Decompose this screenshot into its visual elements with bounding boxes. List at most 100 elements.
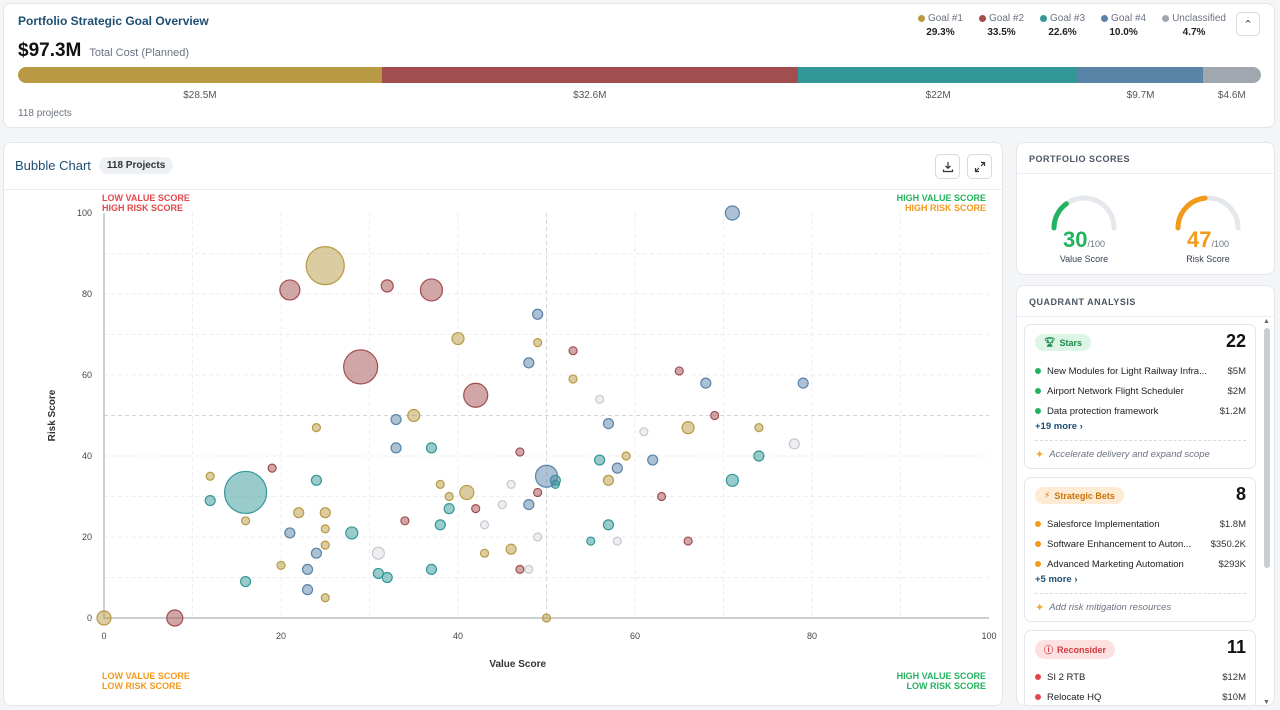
bubble-point[interactable]: [434, 519, 446, 531]
bubble-point[interactable]: [532, 308, 544, 320]
bubble-point[interactable]: [656, 491, 667, 502]
expand-button[interactable]: [967, 154, 992, 179]
bubble-point[interactable]: [593, 454, 606, 466]
bubble-point[interactable]: [710, 410, 720, 421]
goal-bar-segment-3[interactable]: [1078, 67, 1203, 83]
bubble-point[interactable]: [96, 610, 112, 626]
legend-goal-4[interactable]: Unclassified 4.7%: [1162, 13, 1226, 38]
bubble-point[interactable]: [594, 394, 605, 404]
bubble-point[interactable]: [345, 526, 359, 540]
bubble-point[interactable]: [725, 473, 739, 487]
bubble-point[interactable]: [479, 548, 490, 558]
bubble-point[interactable]: [479, 520, 490, 530]
bubble-point[interactable]: [674, 366, 684, 376]
bubble-point[interactable]: [443, 503, 455, 515]
bubble-point[interactable]: [451, 331, 465, 346]
bubble-point[interactable]: [419, 278, 444, 302]
bubble-point[interactable]: [381, 571, 393, 584]
list-item[interactable]: Software Enhancement to Auton... $350.2K: [1035, 534, 1246, 554]
bubble-point[interactable]: [205, 471, 215, 481]
bubble-point[interactable]: [515, 447, 525, 457]
bubble-point[interactable]: [471, 504, 481, 514]
bubble-point[interactable]: [639, 427, 649, 437]
bubble-point[interactable]: [497, 500, 507, 510]
bubble-point[interactable]: [390, 413, 402, 426]
bubble-point[interactable]: [240, 575, 252, 588]
bubble-point[interactable]: [505, 543, 517, 555]
bubble-point[interactable]: [683, 536, 693, 546]
stars-more-link[interactable]: +19 more ›: [1035, 421, 1083, 432]
bubble-point[interactable]: [293, 507, 305, 519]
legend-goal-0[interactable]: Goal #1 29.3%: [917, 13, 963, 38]
bubble-point[interactable]: [311, 423, 321, 433]
bubble-point[interactable]: [320, 524, 330, 534]
bubble-point[interactable]: [224, 470, 268, 515]
scrollbar-thumb[interactable]: [1264, 328, 1270, 568]
bubble-point[interactable]: [523, 499, 535, 511]
bubble-point[interactable]: [788, 438, 800, 450]
bubble-point[interactable]: [586, 536, 596, 546]
bubble-point[interactable]: [506, 479, 516, 489]
bubble-point[interactable]: [541, 613, 552, 623]
bubble-point[interactable]: [797, 377, 809, 389]
bubble-point[interactable]: [463, 382, 489, 408]
bubble-point[interactable]: [534, 464, 559, 488]
list-item[interactable]: Advanced Marketing Automation $293K: [1035, 554, 1246, 574]
bubble-point[interactable]: [284, 527, 296, 539]
bubble-point[interactable]: [568, 374, 578, 384]
bubble-point[interactable]: [320, 540, 330, 550]
bubble-point[interactable]: [204, 494, 216, 507]
bubble-point[interactable]: [523, 357, 535, 369]
bubble-point[interactable]: [166, 609, 184, 627]
goal-bar-segment-2[interactable]: [797, 67, 1079, 83]
bubble-point[interactable]: [241, 516, 251, 526]
collapse-button[interactable]: ⌃: [1236, 12, 1260, 36]
list-item[interactable]: Data protection framework $1.2M: [1035, 401, 1246, 421]
bubble-point[interactable]: [400, 516, 410, 526]
bubble-point[interactable]: [343, 349, 379, 385]
bubble-point[interactable]: [753, 450, 765, 462]
bubble-point[interactable]: [700, 377, 712, 389]
legend-goal-1[interactable]: Goal #2 33.5%: [978, 13, 1024, 38]
goal-bar-segment-0[interactable]: [18, 67, 382, 83]
goal-bar-segment-4[interactable]: [1202, 67, 1261, 83]
bubble-point[interactable]: [533, 532, 543, 542]
list-item[interactable]: Relocate HQ $10M: [1035, 687, 1246, 705]
bubble-point[interactable]: [371, 546, 385, 560]
quadrant-stars[interactable]: 🏆︎ Stars 22 New Modules for Light Railway…: [1024, 324, 1256, 469]
bubble-point[interactable]: [390, 442, 402, 454]
bets-more-link[interactable]: +5 more ›: [1035, 574, 1078, 585]
bubble-point[interactable]: [754, 423, 764, 433]
list-item[interactable]: New Modules for Light Railway Infra... $5…: [1035, 361, 1246, 381]
bubble-point[interactable]: [568, 346, 578, 356]
bubble-point[interactable]: [621, 451, 631, 461]
legend-goal-3[interactable]: Goal #4 10.0%: [1101, 13, 1146, 38]
list-item[interactable]: Airport Network Flight Scheduler $2M: [1035, 381, 1246, 401]
bubble-point[interactable]: [602, 418, 615, 430]
legend-goal-2[interactable]: Goal #3 22.6%: [1040, 13, 1085, 38]
bubble-point[interactable]: [459, 484, 475, 501]
bubble-point[interactable]: [611, 462, 623, 474]
bubble-point[interactable]: [602, 474, 615, 486]
bubble-point[interactable]: [435, 479, 445, 489]
bubble-point[interactable]: [279, 279, 301, 301]
quadrant-scrollbar[interactable]: ▲ ▼: [1263, 318, 1270, 706]
bubble-point[interactable]: [320, 593, 330, 603]
bubble-point[interactable]: [612, 536, 622, 546]
quadrant-strategic-bets[interactable]: ⚡︎ Strategic Bets 8 Salesforce Implementa…: [1024, 477, 1256, 622]
download-button[interactable]: [935, 154, 960, 179]
bubble-point[interactable]: [602, 519, 615, 531]
bubble-point[interactable]: [524, 564, 534, 574]
bubble-point[interactable]: [301, 584, 314, 596]
bubble-point[interactable]: [647, 454, 659, 466]
bubble-point[interactable]: [310, 547, 322, 559]
list-item[interactable]: SI 2 RTB $12M: [1035, 667, 1246, 687]
bubble-point[interactable]: [533, 338, 543, 348]
bubble-point[interactable]: [276, 560, 286, 570]
bubble-point[interactable]: [425, 563, 438, 575]
goal-bar-segment-1[interactable]: [381, 67, 798, 83]
bubble-point[interactable]: [681, 421, 695, 435]
bubble-point[interactable]: [515, 564, 525, 574]
bubble-point[interactable]: [533, 487, 543, 498]
bubble-point[interactable]: [407, 408, 421, 423]
